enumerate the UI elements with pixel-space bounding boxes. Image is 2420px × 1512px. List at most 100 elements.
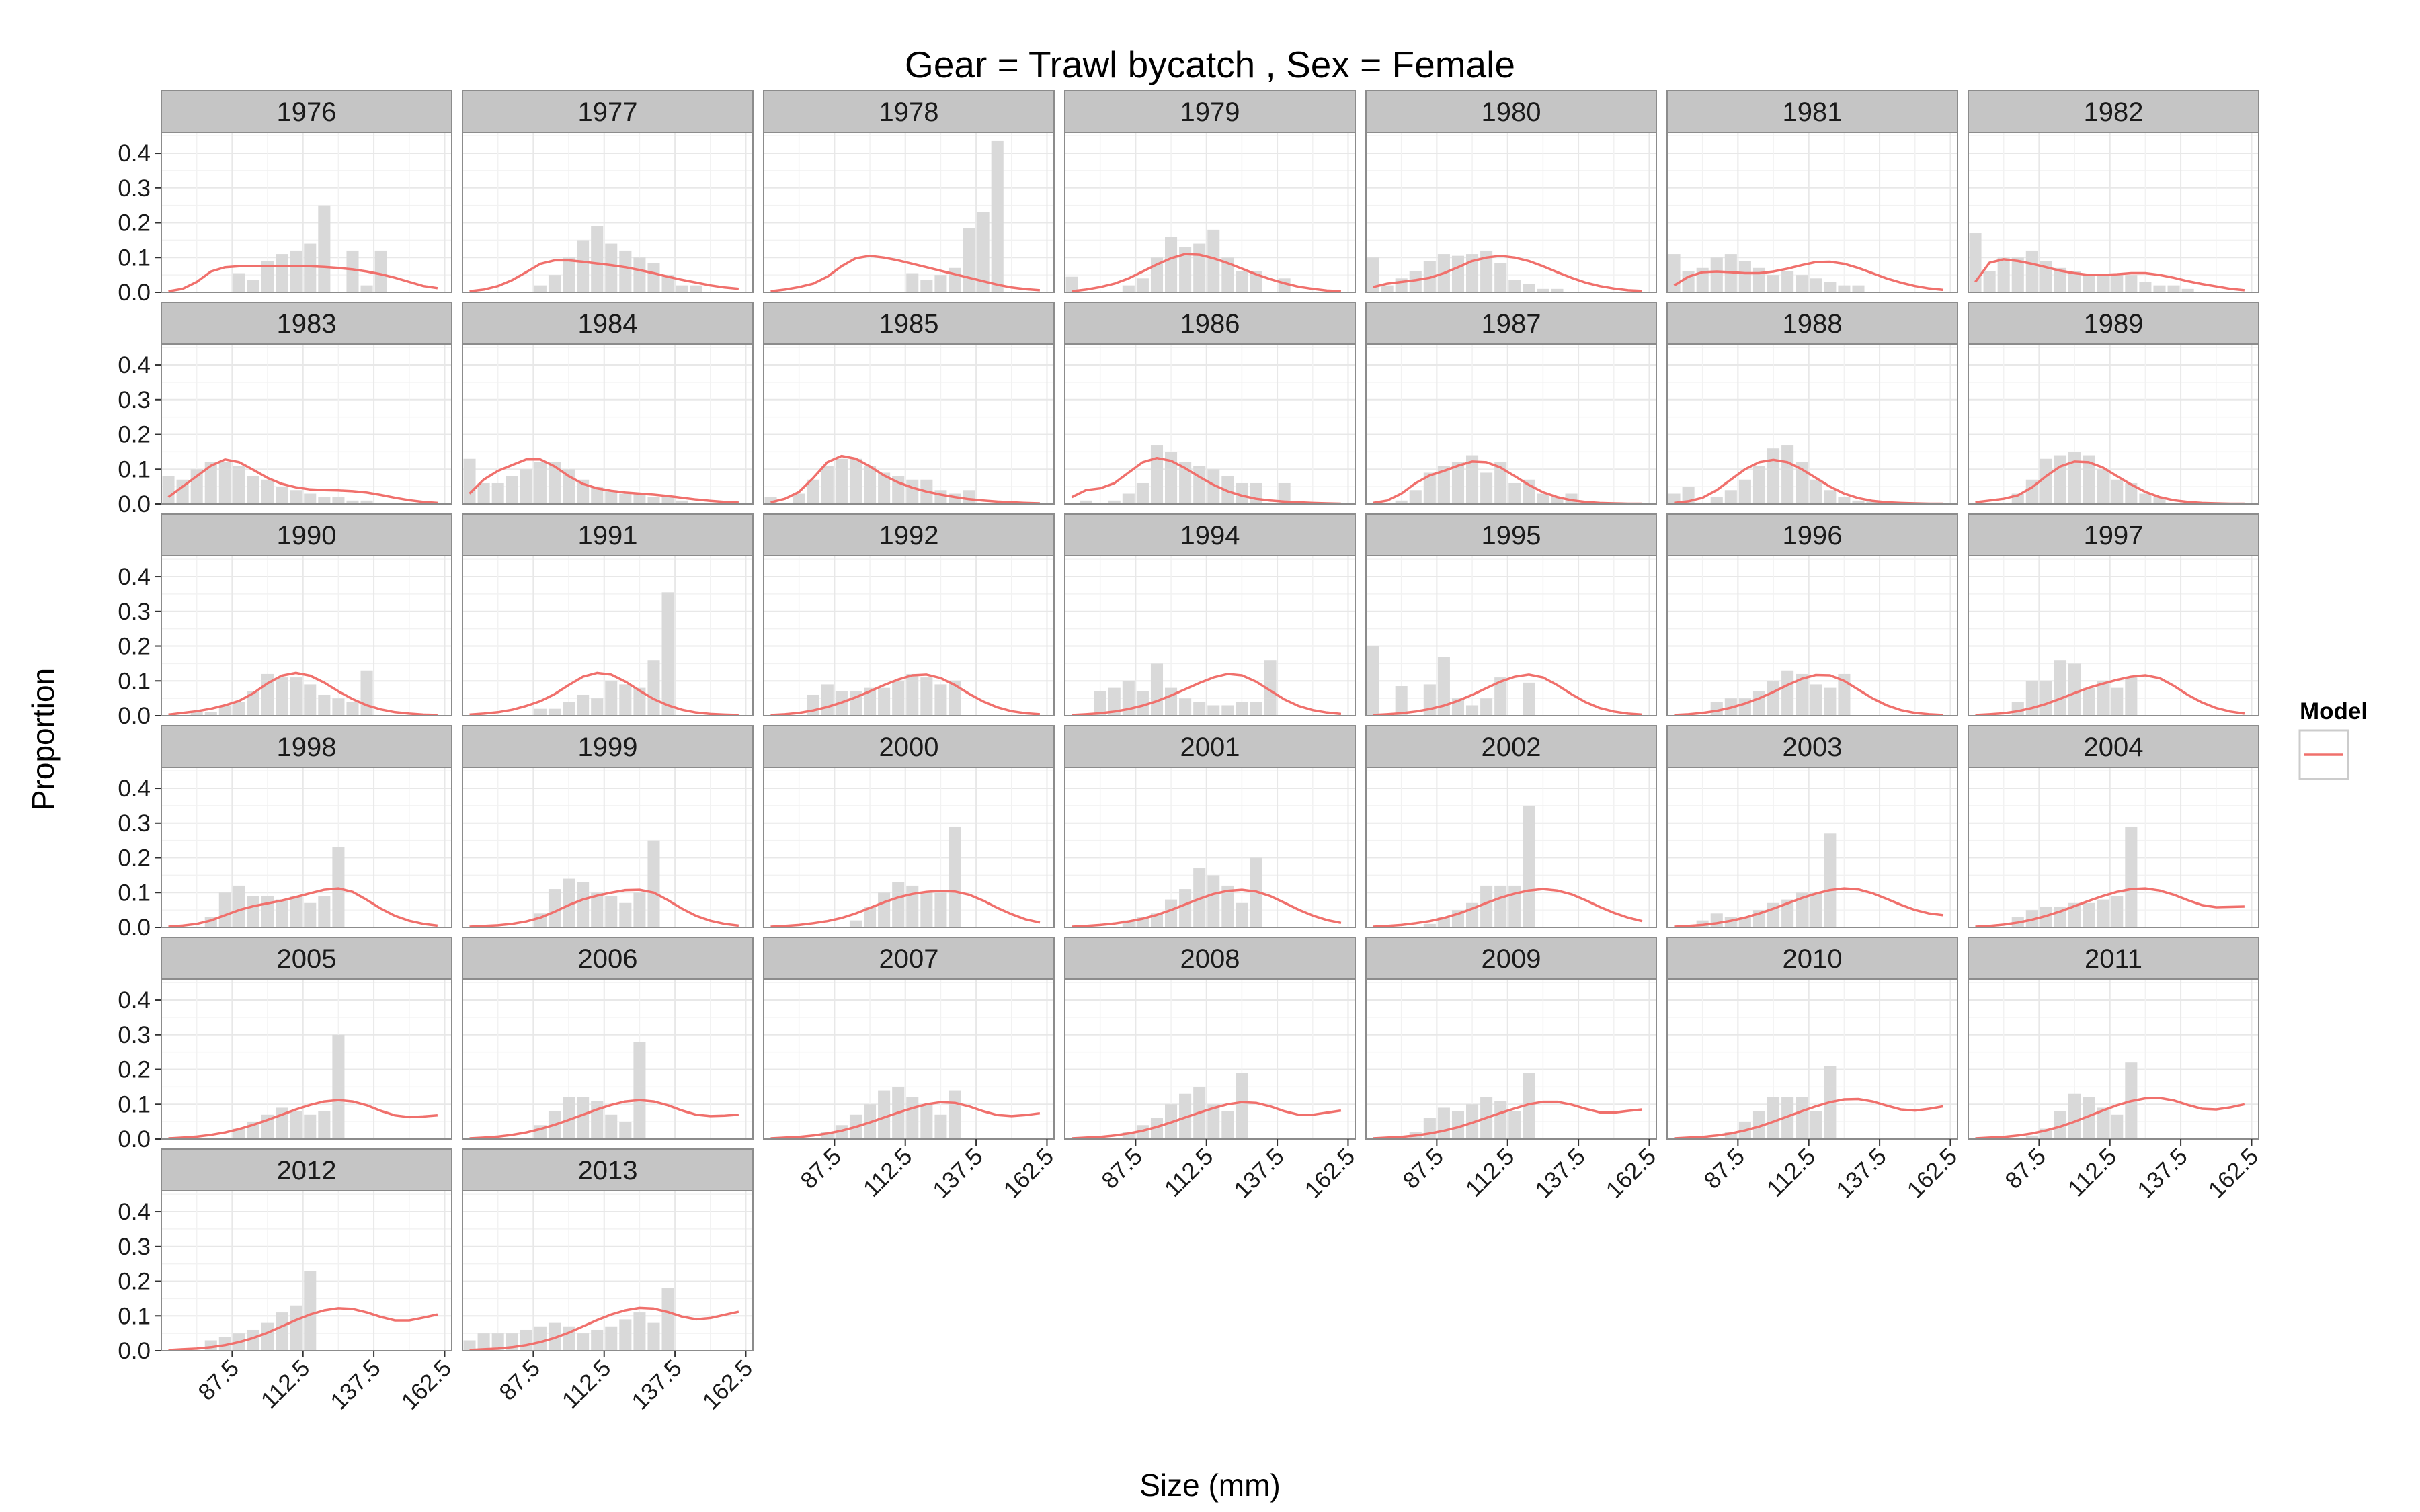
- y-tick-label: 0.0: [118, 703, 151, 729]
- panel-border: [161, 767, 452, 928]
- observed-bar: [534, 708, 547, 716]
- observed-bar: [1150, 663, 1164, 716]
- panel-border: [161, 978, 452, 1140]
- observed-bar: [1165, 237, 1178, 292]
- observed-bar: [318, 1111, 331, 1139]
- facet-strip: [462, 937, 754, 980]
- observed-bar: [534, 1326, 547, 1351]
- observed-bar: [346, 500, 359, 504]
- facet-panel: 2003: [1666, 725, 1958, 928]
- observed-bar: [1250, 482, 1262, 504]
- observed-bar: [1451, 462, 1465, 504]
- facet-strip: [462, 513, 754, 556]
- observed-bar: [1752, 466, 1766, 504]
- observed-bar: [1480, 698, 1493, 716]
- panel-border: [161, 132, 452, 293]
- observed-bar: [963, 490, 975, 504]
- observed-bar: [605, 1114, 618, 1139]
- x-tick-label: 162.5: [397, 1355, 457, 1415]
- facet-label: 1992: [879, 521, 939, 550]
- facet-panel: 1980: [1365, 90, 1657, 293]
- observed-bar: [1193, 243, 1206, 292]
- observed-bar: [1810, 479, 1822, 504]
- observed-bar: [647, 497, 660, 504]
- observed-bar: [1250, 702, 1262, 716]
- model-line: [1373, 673, 1643, 716]
- facet-strip: [763, 937, 1055, 980]
- observed-bar: [619, 684, 632, 716]
- observed-bar: [878, 687, 891, 716]
- x-axis-title: Size (mm): [1139, 1468, 1281, 1503]
- observed-bar: [1236, 902, 1248, 927]
- facet-panel: 1987: [1365, 302, 1657, 505]
- y-tick-label: 0.2: [118, 1057, 151, 1083]
- facet-strip: [161, 725, 452, 768]
- observed-bar: [906, 1097, 919, 1139]
- observed-bar: [2083, 455, 2095, 504]
- observed-bar: [2068, 1093, 2081, 1139]
- observed-bar: [2054, 267, 2067, 292]
- observed-bar: [1423, 1118, 1436, 1139]
- observed-bar: [563, 257, 575, 292]
- facet-label: 1991: [578, 521, 638, 550]
- observed-bar: [1221, 257, 1234, 292]
- model-line: [1373, 254, 1642, 292]
- legend-title: Model: [2300, 698, 2368, 724]
- observed-bar: [591, 1329, 604, 1351]
- facet-panel: 1990 0.0 0.1 0.2 0.3 0.4: [118, 513, 452, 729]
- observed-bar: [647, 840, 660, 927]
- x-tick-label: 112.5: [2063, 1143, 2122, 1202]
- observed-bar: [934, 684, 947, 716]
- observed-bar: [676, 285, 688, 292]
- y-tick-label: 0.3: [118, 387, 151, 413]
- observed-bar: [878, 472, 891, 504]
- observed-bar: [534, 462, 547, 504]
- panel-background: [161, 767, 452, 927]
- facet-strip: [161, 90, 452, 133]
- observed-bar: [2068, 452, 2081, 504]
- observed-bar: [849, 920, 862, 927]
- panel-border: [763, 978, 1055, 1140]
- observed-bar: [906, 479, 919, 504]
- observed-bar: [1065, 276, 1078, 292]
- facet-strip: [1968, 725, 2259, 768]
- observed-bar: [619, 1122, 632, 1139]
- observed-bar: [1466, 455, 1479, 504]
- observed-bar: [332, 1034, 345, 1139]
- observed-bar: [2054, 455, 2067, 504]
- facet-strip: [462, 90, 754, 133]
- observed-bar: [360, 500, 373, 504]
- observed-bar: [1423, 472, 1436, 504]
- panel-border: [161, 343, 452, 505]
- observed-bar: [548, 889, 561, 927]
- facet-strip: [1365, 513, 1657, 556]
- facet-label: 2010: [1783, 944, 1843, 974]
- observed-bar: [1537, 493, 1549, 504]
- observed-bar: [1810, 684, 1822, 716]
- facet-panel: 2004: [1968, 725, 2259, 928]
- observed-bar: [463, 458, 476, 504]
- observed-bar: [218, 1337, 231, 1351]
- facet-panel: 1988: [1666, 302, 1958, 505]
- observed-bar: [1796, 673, 1808, 716]
- x-tick-label: 87.5: [494, 1355, 545, 1406]
- observed-bar: [1122, 493, 1135, 504]
- observed-bar: [1724, 490, 1737, 504]
- observed-bar: [520, 469, 532, 504]
- observed-bar: [793, 493, 805, 504]
- observed-bar: [261, 896, 274, 927]
- observed-bar: [1207, 875, 1220, 927]
- model-line: [168, 671, 438, 716]
- observed-bar: [577, 694, 590, 716]
- facet-label: 2013: [578, 1156, 638, 1185]
- observed-bar: [1207, 469, 1220, 504]
- model-line: [1975, 887, 2245, 928]
- observed-bar: [233, 885, 245, 927]
- observed-bar: [1710, 913, 1723, 927]
- panel-border: [462, 1190, 754, 1351]
- observed-bar: [2139, 282, 2152, 292]
- y-tick-label: 0.1: [118, 1303, 151, 1329]
- observed-bar: [1508, 1111, 1521, 1139]
- facet-panel: 1998 0.0 0.1 0.2 0.3 0.4: [118, 725, 452, 941]
